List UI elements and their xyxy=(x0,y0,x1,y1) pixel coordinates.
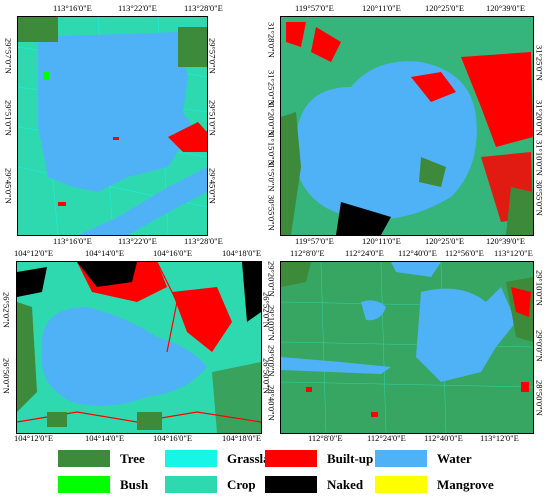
x-tick-top: 113°28'0"E xyxy=(184,3,223,13)
y-tick-left: 29°45'0"N xyxy=(3,168,14,204)
x-tick-bottom: 113°28'0"E xyxy=(184,236,223,246)
legend-swatch xyxy=(58,476,110,493)
y-tick-right: 31°20'0"N xyxy=(534,100,545,136)
y-tick-right: 29°0'0"N xyxy=(534,330,545,362)
x-tick-top: 113°16'0"E xyxy=(53,3,92,13)
y-tick-left: 31°20'0"N xyxy=(266,100,277,136)
x-tick-bottom: 104°16'0"E xyxy=(153,433,193,443)
x-tick-bottom: 112°8'0"E xyxy=(308,433,343,443)
x-tick-bottom: 113°12'0"E xyxy=(480,433,519,443)
y-tick-left: 29°0'0"N xyxy=(266,345,277,377)
legend-swatch xyxy=(165,450,217,467)
x-tick-top: 104°18'0"E xyxy=(222,248,262,258)
x-tick-top: 112°56'0"E xyxy=(445,248,484,258)
x-tick-top: 120°11'0"E xyxy=(362,3,401,13)
x-tick-top: 112°8'0"E xyxy=(290,248,325,258)
legend-label: Crop xyxy=(227,477,256,492)
y-tick-right: 30°55'0"N xyxy=(534,180,545,216)
legend-label: Naked xyxy=(327,477,364,492)
y-tick-right: 26°50'0"N xyxy=(261,358,272,394)
x-tick-bottom: 120°39'0"E xyxy=(486,236,526,246)
legend-label: Bush xyxy=(120,477,149,492)
y-tick-right: 29°51'0"N xyxy=(207,100,218,136)
y-tick-right: 29°57'0"N xyxy=(207,38,218,74)
y-tick-right: 29°10'0"N xyxy=(534,270,545,306)
y-tick-right: 28°50'0"N xyxy=(534,380,545,416)
y-tick-right: 26°52'0"N xyxy=(261,292,272,328)
x-tick-top: 112°24'0"E xyxy=(345,248,384,258)
x-tick-bottom: 104°12'0"E xyxy=(14,433,54,443)
legend-swatch xyxy=(375,476,427,493)
y-tick-left: 28°40'0"N xyxy=(266,385,277,421)
x-tick-top: 120°25'0"E xyxy=(425,3,465,13)
x-tick-top: 104°12'0"E xyxy=(14,248,54,258)
x-tick-bottom: 112°40'0"E xyxy=(424,433,463,443)
y-tick-left: 31°28'0"N xyxy=(266,22,277,58)
legend-swatch xyxy=(58,450,110,467)
y-tick-left: 29°57'0"N xyxy=(3,38,14,74)
y-tick-right: 29°45'0"N xyxy=(207,168,218,204)
land-cover-map-4 xyxy=(280,261,534,434)
x-tick-top: 113°22'0"E xyxy=(118,3,157,13)
x-tick-bottom: 113°22'0"E xyxy=(118,236,157,246)
land-cover-map-2 xyxy=(280,16,534,236)
x-tick-top: 104°14'0"E xyxy=(85,248,125,258)
x-tick-bottom: 120°11'0"E xyxy=(362,236,401,246)
x-tick-top: 120°39'0"E xyxy=(486,3,526,13)
y-tick-left: 30°55'0"N xyxy=(266,195,277,231)
y-tick-right: 31°10'0"N xyxy=(534,140,545,176)
y-tick-left: 31°15'0"N xyxy=(266,130,277,166)
y-tick-left: 29°51'0"N xyxy=(3,100,14,136)
legend-label: Water xyxy=(437,451,472,466)
legend-swatch xyxy=(265,476,317,493)
legend-label: Mangrove xyxy=(437,477,494,492)
land-cover-map-1 xyxy=(17,16,208,236)
legend-label: Tree xyxy=(120,451,145,466)
x-tick-bottom: 104°18'0"E xyxy=(222,433,262,443)
x-tick-bottom: 112°24'0"E xyxy=(367,433,406,443)
map-legend: Tree Grassland Built-up Water Bush Crop … xyxy=(0,450,550,502)
legend-swatch xyxy=(265,450,317,467)
y-tick-left: 29°10'0"N xyxy=(266,305,277,341)
y-tick-left: 29°20'0"N xyxy=(266,261,277,297)
legend-label: Built-up xyxy=(327,451,374,466)
y-tick-left: 26°50'0"N xyxy=(1,358,12,394)
x-tick-bottom: 113°16'0"E xyxy=(53,236,92,246)
x-tick-bottom: 120°25'0"E xyxy=(425,236,465,246)
y-tick-right: 31°25'0"N xyxy=(534,45,545,81)
y-tick-left: 26°52'0"N xyxy=(1,292,12,328)
x-tick-top: 104°16'0"E xyxy=(153,248,193,258)
legend-swatch xyxy=(165,476,217,493)
x-tick-top: 112°40'0"E xyxy=(398,248,437,258)
x-tick-bottom: 104°14'0"E xyxy=(85,433,125,443)
x-tick-bottom: 119°57'0"E xyxy=(295,236,334,246)
land-cover-map-3 xyxy=(16,261,262,434)
y-tick-left: 31°5'0"N xyxy=(266,160,277,192)
x-tick-top: 119°57'0"E xyxy=(295,3,334,13)
x-tick-top: 113°12'0"E xyxy=(494,248,533,258)
legend-swatch xyxy=(375,450,427,467)
y-tick-left: 31°25'0"N xyxy=(266,70,277,106)
